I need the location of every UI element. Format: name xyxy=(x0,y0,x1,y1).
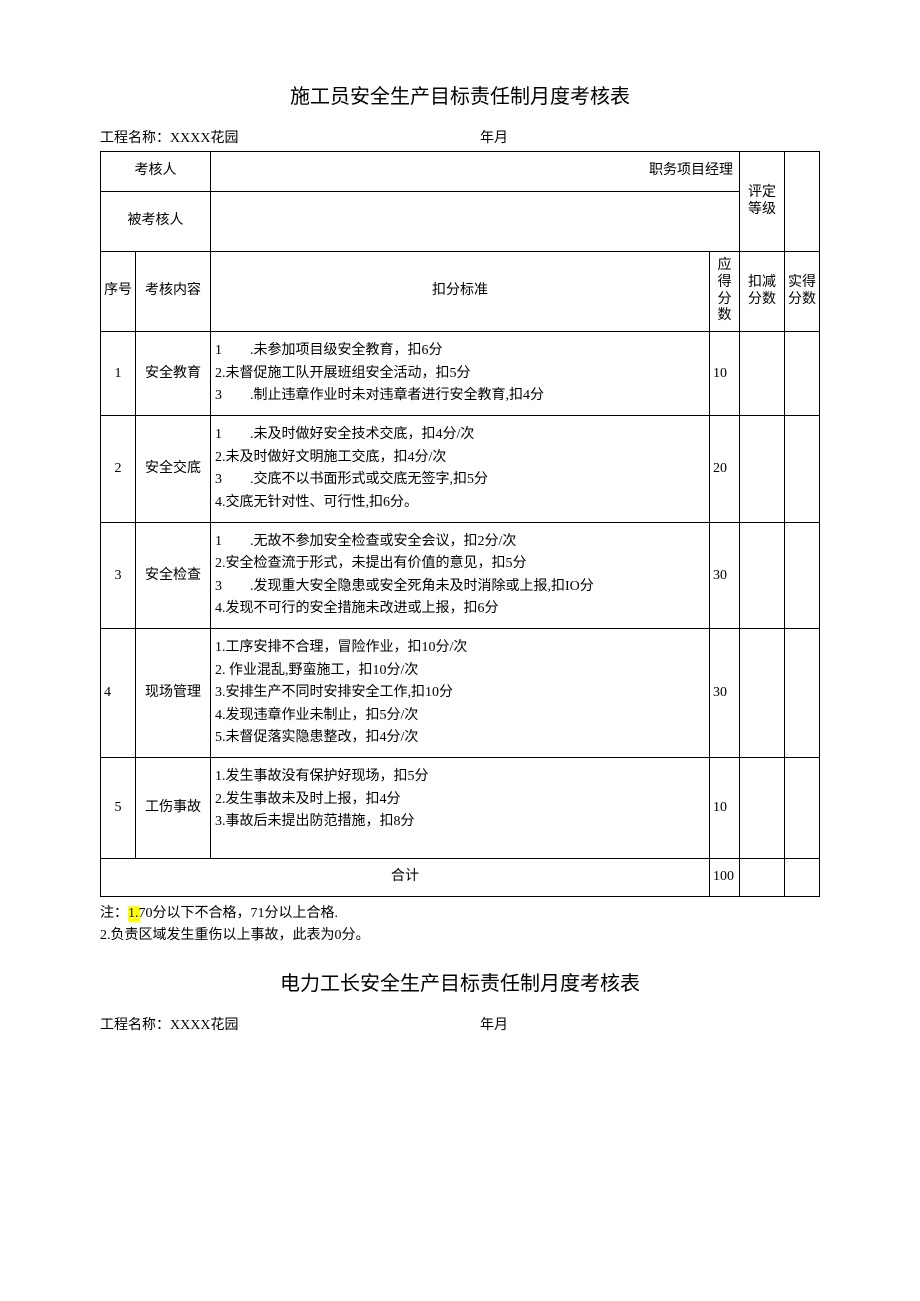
total-label: 合计 xyxy=(101,858,710,896)
row-actual xyxy=(785,416,820,523)
project-date-1: 年月 xyxy=(440,127,820,147)
col-seq: 序号 xyxy=(101,252,136,332)
row-content: 安全教育 xyxy=(136,332,211,416)
col-content: 考核内容 xyxy=(136,252,211,332)
total-deduct xyxy=(740,858,785,896)
row-score: 20 xyxy=(710,416,740,523)
row-actual xyxy=(785,629,820,758)
assessee-label: 被考核人 xyxy=(101,192,211,252)
row-content: 安全交底 xyxy=(136,416,211,523)
grade-value xyxy=(785,152,820,252)
row-criteria: 1.发生事故没有保护好现场，扣5分 2.发生事故未及时上报，扣4分 3.事故后未… xyxy=(211,758,710,858)
notes-prefix: 注： xyxy=(100,906,128,921)
row-score: 10 xyxy=(710,332,740,416)
row-seq: 5 xyxy=(101,758,136,858)
row-content: 现场管理 xyxy=(136,629,211,758)
grade-label: 评定等级 xyxy=(740,152,785,252)
row-deduct xyxy=(740,758,785,858)
row-actual xyxy=(785,758,820,858)
total-score: 100 xyxy=(710,858,740,896)
table-row: 4 现场管理 1.工序安排不合理，冒险作业，扣10分/次 2. 作业混乱,野蛮施… xyxy=(101,629,820,758)
assessee-value xyxy=(211,192,740,252)
col-deduct: 扣减分数 xyxy=(740,252,785,332)
page-title-1: 施工员安全生产目标责任制月度考核表 xyxy=(100,80,820,109)
row-deduct xyxy=(740,522,785,629)
row-seq: 1 xyxy=(101,332,136,416)
project-label: 工程名称： xyxy=(100,131,170,146)
project-name-value: XXXX花园 xyxy=(170,131,238,146)
row-seq: 2 xyxy=(101,416,136,523)
row-deduct xyxy=(740,629,785,758)
table-row: 3 安全检查 1 .无故不参加安全检查或安全会议，扣2分/次 2.安全检查流于形… xyxy=(101,522,820,629)
total-actual xyxy=(785,858,820,896)
notes-line1: 70分以下不合格，71分以上合格. xyxy=(139,906,339,921)
row-actual xyxy=(785,332,820,416)
project-label-2: 工程名称： xyxy=(100,1018,170,1033)
notes-line2: 2.负责区域发生重伤以上事故，此表为0分。 xyxy=(100,928,370,943)
notes-highlight: 1. xyxy=(128,906,139,921)
row-content: 工伤事故 xyxy=(136,758,211,858)
project-name-value-2: XXXX花园 xyxy=(170,1018,238,1033)
row-content: 安全检查 xyxy=(136,522,211,629)
col-criteria: 扣分标准 xyxy=(211,252,710,332)
row-deduct xyxy=(740,332,785,416)
col-full-score: 应得分数 xyxy=(710,252,740,332)
row-score: 30 xyxy=(710,522,740,629)
row-actual xyxy=(785,522,820,629)
assessment-table-1: 考核人 职务项目经理 评定等级 被考核人 序号 考核内容 扣分标准 应得分数 扣… xyxy=(100,151,820,897)
notes: 注：1.70分以下不合格，71分以上合格. 2.负责区域发生重伤以上事故，此表为… xyxy=(100,903,820,948)
project-name-1: 工程名称：XXXX花园 xyxy=(100,127,440,147)
project-name-2: 工程名称：XXXX花园 xyxy=(100,1014,440,1034)
table-row: 2 安全交底 1 .未及时做好安全技术交底，扣4分/次 2.未及时做好文明施工交… xyxy=(101,416,820,523)
page-title-2: 电力工长安全生产目标责任制月度考核表 xyxy=(100,967,820,996)
row-criteria: 1 .无故不参加安全检查或安全会议，扣2分/次 2.安全检查流于形式，未提出有价… xyxy=(211,522,710,629)
project-info-row-1: 工程名称：XXXX花园 年月 xyxy=(100,127,820,147)
row-criteria: 1.工序安排不合理，冒险作业，扣10分/次 2. 作业混乱,野蛮施工，扣10分/… xyxy=(211,629,710,758)
assessor-label: 考核人 xyxy=(101,152,211,192)
total-row: 合计 100 xyxy=(101,858,820,896)
row-seq: 4 xyxy=(101,629,136,758)
project-date-2: 年月 xyxy=(440,1014,820,1034)
position-label: 职务项目经理 xyxy=(211,152,740,192)
row-deduct xyxy=(740,416,785,523)
col-actual: 实得分数 xyxy=(785,252,820,332)
row-criteria: 1 .未及时做好安全技术交底，扣4分/次 2.未及时做好文明施工交底，扣4分/次… xyxy=(211,416,710,523)
table-row: 5 工伤事故 1.发生事故没有保护好现场，扣5分 2.发生事故未及时上报，扣4分… xyxy=(101,758,820,858)
row-seq: 3 xyxy=(101,522,136,629)
row-score: 30 xyxy=(710,629,740,758)
row-criteria: 1 .未参加项目级安全教育，扣6分 2.未督促施工队开展班组安全活动，扣5分 3… xyxy=(211,332,710,416)
table-row: 1 安全教育 1 .未参加项目级安全教育，扣6分 2.未督促施工队开展班组安全活… xyxy=(101,332,820,416)
project-info-row-2: 工程名称：XXXX花园 年月 xyxy=(100,1014,820,1034)
row-score: 10 xyxy=(710,758,740,858)
